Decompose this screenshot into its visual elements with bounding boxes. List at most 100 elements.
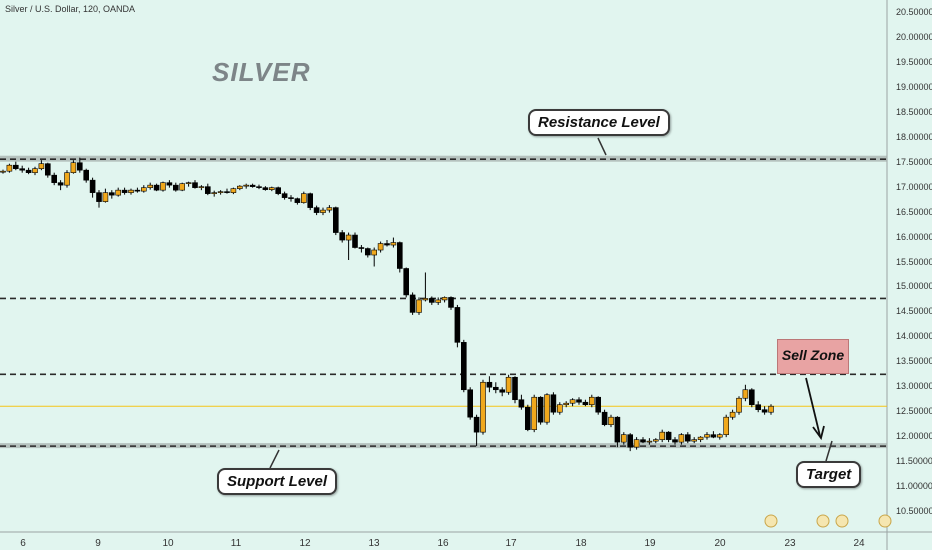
time-tick-label: 23 <box>784 538 796 549</box>
candle-body <box>768 405 774 413</box>
price-tick-label: 13.50000 <box>896 356 932 367</box>
candle-body <box>173 184 179 191</box>
price-tick-label: 15.00000 <box>896 281 932 292</box>
candle-body <box>281 193 288 198</box>
candle-body <box>320 209 326 213</box>
candle-body <box>249 184 256 187</box>
candle-body <box>0 170 6 173</box>
candle-body <box>697 436 704 440</box>
candle-body <box>13 164 19 169</box>
candle-body <box>467 389 474 418</box>
candle-body <box>537 396 544 423</box>
candle-body <box>518 399 525 408</box>
candle-body <box>307 193 314 208</box>
time-tick-label: 9 <box>95 538 101 549</box>
candle-body <box>691 439 698 442</box>
candle-body <box>422 298 429 301</box>
candle-body <box>332 207 339 233</box>
candle-body <box>524 406 531 430</box>
candle-body <box>134 189 141 192</box>
candle-body <box>428 298 435 303</box>
candle-body <box>115 189 121 196</box>
candle-body <box>544 394 550 423</box>
price-tick-label: 16.00000 <box>896 231 932 242</box>
time-tick-label: 12 <box>299 538 311 549</box>
candle-body <box>102 192 109 202</box>
time-tick-label: 17 <box>505 538 517 549</box>
price-tick-label: 12.00000 <box>896 431 932 442</box>
candle-body <box>729 411 736 418</box>
candle-body <box>352 234 358 248</box>
candle-body <box>614 416 621 443</box>
candle-body <box>166 182 173 186</box>
time-tick-label: 16 <box>437 538 449 549</box>
resistance-callout-pointer <box>597 137 607 156</box>
candle-body <box>294 198 301 203</box>
time-tick-label: 24 <box>853 538 865 549</box>
price-tick-label: 12.50000 <box>896 406 932 417</box>
candle-body <box>601 411 608 425</box>
candle-body <box>160 182 166 191</box>
price-tick-label: 11.00000 <box>896 481 932 492</box>
candle-body <box>761 409 768 413</box>
candle-body <box>684 434 691 442</box>
candle-body <box>665 431 672 440</box>
candle-body <box>256 186 262 188</box>
candle-body <box>345 234 352 241</box>
candle-body <box>83 169 89 181</box>
candle-body <box>409 294 416 313</box>
candle-body <box>736 397 742 413</box>
candle-body <box>64 172 70 186</box>
candle-body <box>531 396 538 430</box>
candle-body <box>147 184 153 188</box>
candle-body <box>710 434 717 438</box>
candle-body <box>505 376 512 393</box>
target-callout-pointer <box>825 440 833 462</box>
candle-body <box>486 381 493 388</box>
candle-body <box>326 207 333 211</box>
candle-body <box>32 168 38 173</box>
candle-body <box>217 191 224 193</box>
price-tick-label: 11.50000 <box>896 456 932 467</box>
candle-body <box>678 434 685 443</box>
candle-body <box>70 162 77 173</box>
candle-body <box>652 439 659 442</box>
candle-body <box>563 402 570 406</box>
candle-body <box>595 396 602 413</box>
candle-body <box>454 307 461 343</box>
support-callout-pointer <box>269 449 280 469</box>
candle-body <box>19 168 26 171</box>
resistance-level-callout: Resistance Level <box>528 109 670 136</box>
candle-body <box>627 434 634 448</box>
price-tick-label: 18.50000 <box>896 106 932 117</box>
sell-zone-box: Sell Zone <box>777 339 849 374</box>
candle-body <box>499 389 506 393</box>
candle-body <box>224 191 230 193</box>
candle-body <box>89 179 96 193</box>
symbol-header: Silver / U.S. Dollar, 120, OANDA <box>5 4 136 14</box>
candle-body <box>748 389 755 406</box>
candle-body <box>480 381 486 433</box>
event-flag-icon <box>835 514 849 528</box>
candle-body <box>646 440 653 443</box>
candle-body <box>659 431 666 440</box>
candle-body <box>275 187 282 194</box>
candle-body <box>57 182 64 186</box>
candle-body <box>435 299 442 303</box>
target-callout: Target <box>796 461 862 488</box>
candle-body <box>620 434 627 443</box>
candle-body <box>268 187 275 190</box>
candle-body <box>300 193 307 203</box>
candle-body <box>512 376 518 401</box>
candle-body <box>416 299 422 313</box>
event-flag-icon <box>764 514 778 528</box>
time-tick-label: 20 <box>714 538 726 549</box>
candle-body <box>569 399 576 404</box>
price-tick-label: 13.00000 <box>896 381 932 392</box>
price-tick-label: 19.50000 <box>896 56 932 67</box>
candle-body <box>716 434 723 438</box>
candle-body <box>403 268 410 296</box>
candle-body <box>755 404 762 411</box>
